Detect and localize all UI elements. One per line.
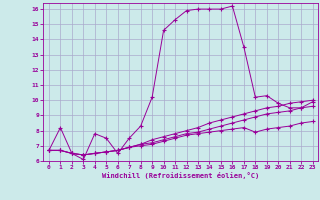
X-axis label: Windchill (Refroidissement éolien,°C): Windchill (Refroidissement éolien,°C): [102, 172, 260, 179]
